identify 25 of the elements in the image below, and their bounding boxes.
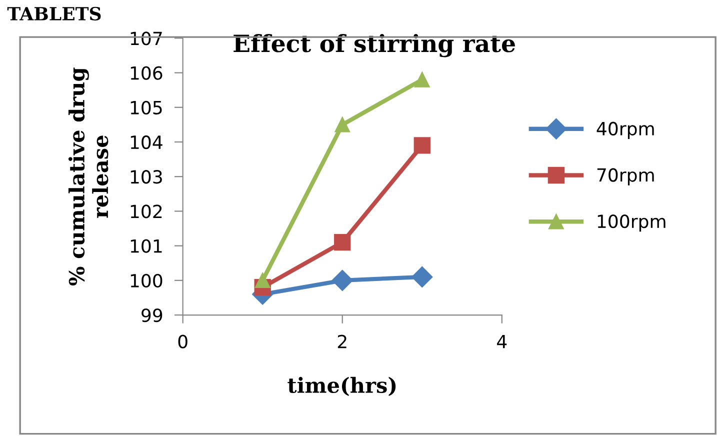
legend-label: 70rpm [597,168,654,186]
chart-title: Effect of stirring rate [234,34,515,58]
text: TABLETS [7,6,101,21]
y-tick-label: 104 [130,135,162,150]
point [332,270,353,291]
y-tick-label: 106 [130,66,162,80]
y-tick-label: 102 [130,204,162,218]
y-tick-label: 101 [130,239,162,253]
y-tick-label: 100 [130,274,162,288]
point [334,117,350,132]
y-tick-label: 103 [130,170,162,184]
point [414,72,430,88]
x-tick-label: 0 [178,334,188,348]
y-axis-title: % cumulative drug release [68,68,108,286]
point [334,234,351,251]
x-axis-title: time(hrs) [288,376,396,396]
point [412,266,433,288]
legend-label: 40rpm [596,122,654,139]
x-tick-label: 4 [497,335,507,348]
y-tick-label: 99 [142,308,162,322]
y-tick-label: 105 [130,100,162,114]
x-tick-label: 2 [338,334,346,348]
legend-label: 100rpm [598,214,666,232]
point [254,272,270,288]
point [414,137,430,154]
